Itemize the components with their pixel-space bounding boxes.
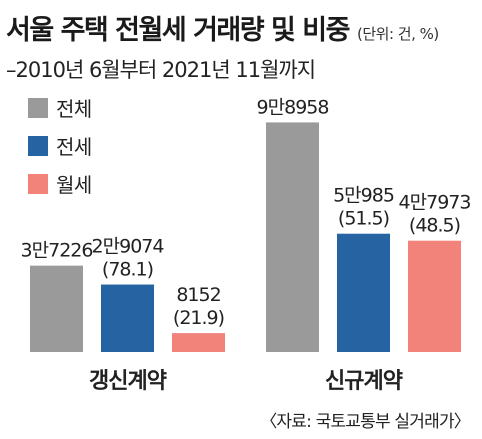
legend-label-wolse: 월세 — [56, 173, 92, 197]
share-label-new-wolse: (48.5) — [409, 215, 460, 237]
category-label-renewal: 갱신계약 — [89, 369, 167, 394]
legend-label-total: 전체 — [56, 97, 92, 121]
title-row: 서울 주택 전월세 거래량 및 비중 (단위: 건, %) — [6, 8, 476, 48]
share-label-renewal-wolse: (21.9) — [173, 307, 224, 329]
value-label-new-wolse: 4만7973 — [399, 192, 471, 214]
share-label-new-jeonse: (51.5) — [338, 208, 389, 230]
legend-swatch-total — [28, 98, 48, 118]
value-label-new-jeonse: 5만985 — [333, 185, 394, 207]
bar-new-wolse — [408, 240, 461, 352]
legend-label-jeonse: 전세 — [56, 135, 92, 159]
bar-new-total — [266, 122, 319, 352]
legend-swatch-wolse — [28, 174, 48, 194]
share-label-renewal-jeonse: (78.1) — [102, 259, 153, 281]
bar-renewal-jeonse — [101, 284, 154, 352]
value-label-new-total: 9만8958 — [257, 96, 329, 118]
chart-subtitle: –2010년 6월부터 2021년 11월까지 — [6, 58, 316, 82]
unit-note: (단위: 건, %) — [357, 25, 439, 43]
bar-renewal-total — [30, 265, 83, 352]
value-label-renewal-total: 3만7226 — [21, 240, 93, 262]
chart-title: 서울 주택 전월세 거래량 및 비중 — [6, 15, 350, 46]
source-note: 〈자료: 국토교통부 실거래가〉 — [260, 412, 471, 432]
value-label-renewal-jeonse: 2만9074 — [92, 236, 165, 258]
bar-renewal-wolse — [172, 333, 225, 352]
category-label-new: 신규계약 — [325, 369, 403, 394]
legend-swatch-jeonse — [28, 136, 48, 156]
bar-new-jeonse — [337, 233, 390, 352]
value-label-renewal-wolse: 8152 — [176, 284, 220, 306]
